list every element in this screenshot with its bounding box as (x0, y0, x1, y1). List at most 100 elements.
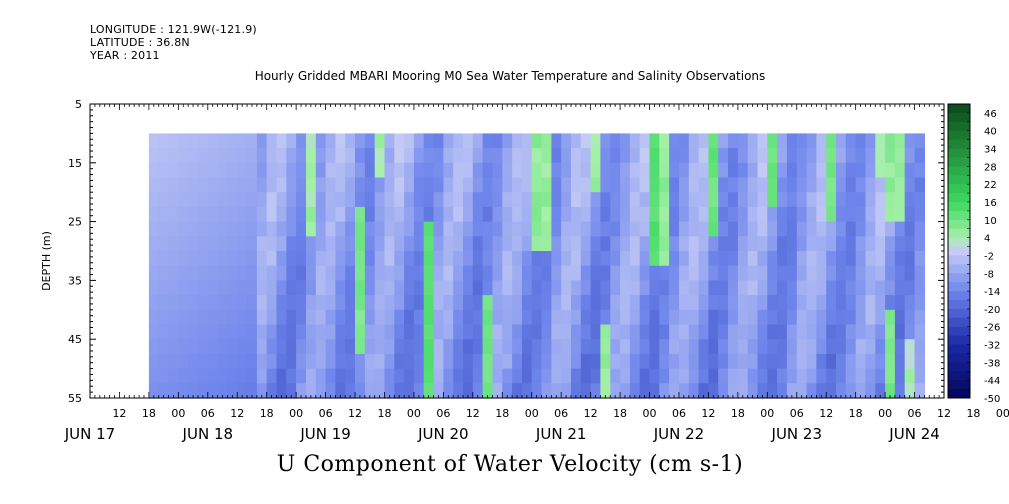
heatmap-cell (198, 309, 209, 326)
heatmap-cell (276, 251, 287, 267)
heatmap-cell (649, 148, 660, 164)
heatmap-cell (384, 133, 395, 149)
heatmap-cell (816, 177, 827, 193)
heatmap-cell (786, 192, 798, 208)
chart-title: Hourly Gridded MBARI Mooring M0 Sea Wate… (254, 69, 766, 83)
heatmap-cell (188, 148, 199, 164)
heatmap-cell (845, 353, 857, 370)
heatmap-cell (728, 251, 739, 267)
colorbar-swatch (948, 210, 970, 221)
heatmap-cell (453, 309, 464, 326)
heatmap-cell (502, 206, 513, 223)
colorbar-label: -50 (984, 394, 1000, 405)
heatmap-cell (423, 236, 435, 252)
heatmap-cell (885, 133, 896, 149)
plot-area (90, 104, 944, 399)
colorbar-label: 16 (984, 198, 997, 209)
heatmap-cell (502, 265, 513, 281)
heatmap-cell (610, 148, 621, 164)
heatmap-cell (296, 265, 307, 281)
heatmap-cell (443, 192, 454, 208)
heatmap-cell (404, 221, 415, 237)
heatmap-cell (276, 353, 287, 370)
heatmap-cell (306, 221, 317, 237)
heatmap-cell (698, 368, 709, 384)
heatmap-cell (256, 339, 268, 355)
heatmap-cell (256, 383, 268, 399)
heatmap-cell (512, 280, 523, 296)
heatmap-cell (394, 192, 405, 208)
heatmap-cell (178, 221, 189, 237)
heatmap-cell (384, 339, 395, 355)
colorbar-swatch (948, 121, 970, 132)
heatmap-cell (512, 221, 523, 237)
colorbar-swatch (948, 362, 970, 372)
heatmap-cell (718, 265, 729, 281)
heatmap-cell (649, 133, 660, 149)
heatmap-cell (737, 206, 749, 223)
heatmap-cell (404, 148, 415, 164)
heatmap-cell (894, 339, 906, 355)
heatmap-cell (845, 177, 857, 193)
heatmap-cell (757, 295, 768, 311)
heatmap-cell (227, 192, 238, 208)
heatmap-cell (747, 133, 759, 149)
heatmap-cell (188, 177, 199, 193)
heatmap-cell (600, 221, 611, 237)
heatmap-cell (836, 368, 847, 384)
heatmap-cell (158, 177, 170, 193)
heatmap-cell (561, 265, 572, 281)
x-day-label: JUN 19 (299, 425, 350, 443)
heatmap-cell (502, 324, 513, 340)
heatmap-cell (590, 148, 601, 164)
heatmap-cell (894, 324, 906, 340)
heatmap-cell (767, 265, 778, 281)
heatmap-cell (786, 383, 798, 399)
heatmap-cell (472, 295, 484, 311)
heatmap-cell (374, 295, 386, 311)
heatmap-cell (679, 251, 690, 267)
heatmap-cell (718, 353, 729, 370)
heatmap-cell (168, 148, 179, 164)
heatmap-cell (453, 177, 464, 193)
heatmap-cell (610, 265, 621, 281)
heatmap-cell (708, 280, 719, 296)
heatmap-cell (777, 148, 788, 164)
heatmap-cell (826, 133, 837, 149)
heatmap-cell (904, 206, 916, 223)
heatmap-cell (639, 177, 651, 193)
heatmap-cell (178, 133, 189, 149)
heatmap-cell (816, 265, 827, 281)
heatmap-cell (423, 309, 435, 326)
heatmap-cell (286, 309, 297, 326)
heatmap-cell (482, 368, 493, 384)
heatmap-cell (561, 133, 572, 149)
heatmap-cell (806, 383, 817, 399)
heatmap-cell (629, 162, 641, 179)
heatmap-cell (502, 162, 513, 179)
heatmap-cell (266, 324, 278, 340)
heatmap-cell (286, 221, 297, 237)
heatmap-cell (306, 133, 317, 149)
heatmap-cell (737, 295, 749, 311)
colorbar-label: -44 (984, 376, 1000, 387)
heatmap-cell (423, 383, 435, 399)
heatmap-cell (335, 206, 346, 223)
x-axis-title: U Component of Water Velocity (cm s-1) (276, 452, 744, 477)
heatmap-cell (512, 309, 523, 326)
heatmap-cell (521, 192, 533, 208)
heatmap-cell (482, 162, 493, 179)
heatmap-cell (158, 251, 170, 267)
heatmap-cell (718, 221, 729, 237)
heatmap-cell (551, 339, 562, 355)
heatmap-cell (531, 148, 543, 164)
heatmap-cell (728, 280, 739, 296)
heatmap-cell (502, 148, 513, 164)
x-hour-label: 18 (377, 407, 391, 420)
heatmap-cell (737, 192, 749, 208)
heatmap-cell (404, 133, 415, 149)
heatmap-cell (590, 177, 601, 193)
heatmap-cell (512, 368, 523, 384)
heatmap-cell (551, 324, 562, 340)
heatmap-cell (472, 309, 484, 326)
